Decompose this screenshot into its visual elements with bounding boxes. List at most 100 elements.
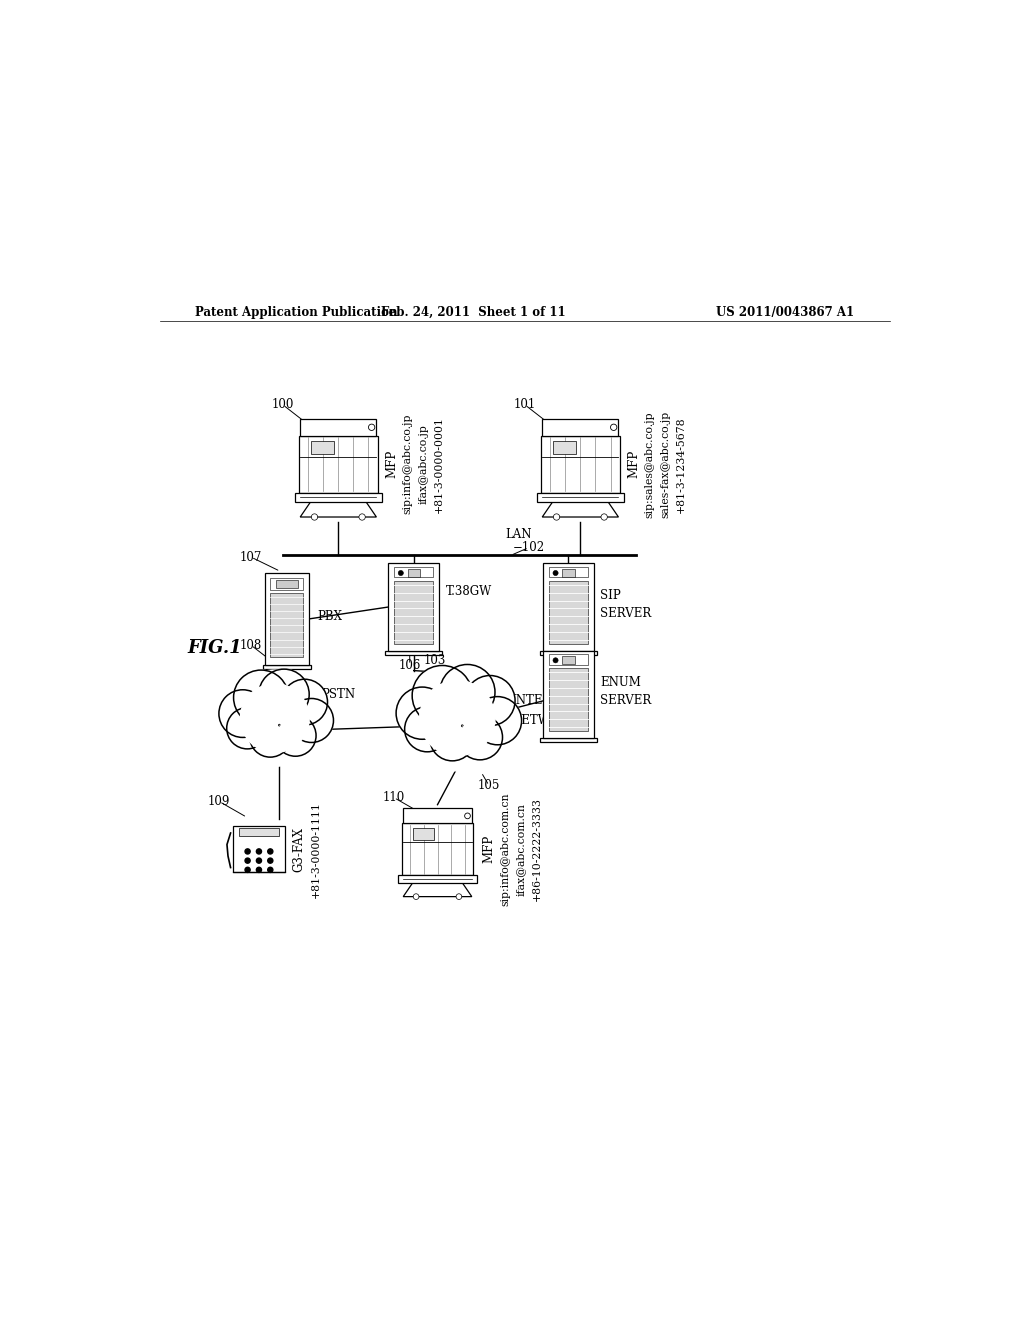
Circle shape (250, 715, 291, 758)
FancyBboxPatch shape (388, 564, 439, 651)
Circle shape (256, 849, 261, 854)
Text: Patent Application Publication: Patent Application Publication (196, 305, 398, 318)
Polygon shape (300, 502, 377, 517)
Text: MFP: MFP (627, 450, 640, 478)
Circle shape (553, 570, 558, 576)
Text: NETWORK: NETWORK (511, 714, 578, 727)
Circle shape (245, 867, 250, 873)
Circle shape (465, 813, 470, 818)
Text: 103: 103 (424, 655, 446, 667)
Circle shape (281, 708, 305, 731)
FancyBboxPatch shape (408, 569, 420, 577)
Polygon shape (543, 502, 618, 517)
FancyBboxPatch shape (549, 566, 588, 577)
Polygon shape (403, 883, 472, 896)
Text: sip:info@abc.co.jp: sip:info@abc.co.jp (402, 414, 413, 515)
FancyBboxPatch shape (543, 564, 594, 651)
FancyBboxPatch shape (401, 824, 473, 875)
FancyBboxPatch shape (562, 656, 574, 664)
Circle shape (267, 849, 272, 854)
Circle shape (226, 708, 268, 748)
Circle shape (458, 714, 503, 760)
FancyBboxPatch shape (299, 436, 378, 492)
Text: ifax@abc.co.jp: ifax@abc.co.jp (418, 424, 428, 504)
Text: 106: 106 (398, 659, 421, 672)
Circle shape (413, 665, 472, 726)
Circle shape (442, 715, 467, 741)
FancyBboxPatch shape (295, 492, 382, 502)
FancyBboxPatch shape (541, 436, 620, 492)
FancyBboxPatch shape (240, 828, 279, 837)
Text: T.38GW: T.38GW (445, 585, 492, 598)
Circle shape (311, 513, 317, 520)
Circle shape (250, 711, 272, 734)
Text: +86-10-2222-3333: +86-10-2222-3333 (531, 797, 542, 902)
FancyBboxPatch shape (562, 569, 574, 577)
Circle shape (414, 894, 419, 899)
FancyBboxPatch shape (549, 581, 588, 644)
Circle shape (219, 690, 266, 738)
FancyBboxPatch shape (394, 566, 433, 577)
FancyBboxPatch shape (540, 651, 597, 655)
Circle shape (245, 858, 250, 863)
Circle shape (464, 706, 490, 733)
FancyBboxPatch shape (553, 441, 577, 454)
FancyBboxPatch shape (394, 581, 433, 644)
FancyBboxPatch shape (540, 738, 597, 742)
Circle shape (404, 665, 510, 771)
Text: SERVER: SERVER (600, 694, 651, 708)
Circle shape (282, 680, 328, 725)
Text: sales-fax@abc.co.jp: sales-fax@abc.co.jp (660, 411, 671, 517)
FancyBboxPatch shape (537, 492, 624, 502)
Circle shape (396, 688, 449, 739)
Circle shape (273, 715, 297, 738)
Circle shape (457, 715, 481, 741)
Circle shape (274, 715, 316, 756)
Text: +81-3-0000-1111: +81-3-0000-1111 (311, 801, 322, 898)
Circle shape (267, 858, 272, 863)
Circle shape (465, 676, 515, 726)
Text: SERVER: SERVER (600, 607, 651, 620)
FancyBboxPatch shape (413, 828, 434, 841)
Text: 109: 109 (208, 795, 230, 808)
Circle shape (430, 715, 475, 760)
Circle shape (259, 669, 309, 719)
Text: sip:info@abc.com.cn: sip:info@abc.com.cn (500, 792, 510, 906)
Text: MFP: MFP (385, 450, 398, 478)
Circle shape (433, 690, 466, 723)
FancyBboxPatch shape (398, 875, 477, 883)
FancyBboxPatch shape (233, 826, 285, 873)
Text: 105: 105 (478, 779, 501, 792)
Text: MFP: MFP (482, 836, 496, 863)
FancyBboxPatch shape (403, 808, 472, 824)
FancyBboxPatch shape (310, 441, 334, 454)
Text: Feb. 24, 2011  Sheet 1 of 11: Feb. 24, 2011 Sheet 1 of 11 (381, 305, 565, 318)
Circle shape (398, 570, 403, 576)
FancyBboxPatch shape (270, 594, 303, 657)
Circle shape (226, 671, 323, 767)
Circle shape (425, 701, 454, 730)
Circle shape (553, 513, 560, 520)
Text: PBX: PBX (316, 610, 342, 623)
Text: INTERNET: INTERNET (511, 694, 579, 708)
FancyBboxPatch shape (543, 418, 618, 436)
Circle shape (404, 706, 450, 752)
Text: 101: 101 (514, 399, 536, 412)
Circle shape (460, 696, 487, 723)
Circle shape (447, 690, 477, 721)
Text: 100: 100 (271, 399, 294, 412)
Text: US 2011/0043867 A1: US 2011/0043867 A1 (716, 305, 854, 318)
Circle shape (278, 697, 302, 723)
Circle shape (267, 867, 272, 873)
Circle shape (610, 424, 616, 430)
Text: 110: 110 (383, 791, 404, 804)
Circle shape (359, 513, 366, 520)
Text: PSTN: PSTN (321, 688, 355, 701)
FancyBboxPatch shape (270, 578, 303, 590)
Circle shape (369, 424, 375, 430)
Text: −102: −102 (513, 541, 545, 554)
FancyBboxPatch shape (275, 579, 298, 587)
Circle shape (253, 693, 283, 723)
Circle shape (420, 681, 495, 756)
FancyBboxPatch shape (385, 651, 442, 655)
